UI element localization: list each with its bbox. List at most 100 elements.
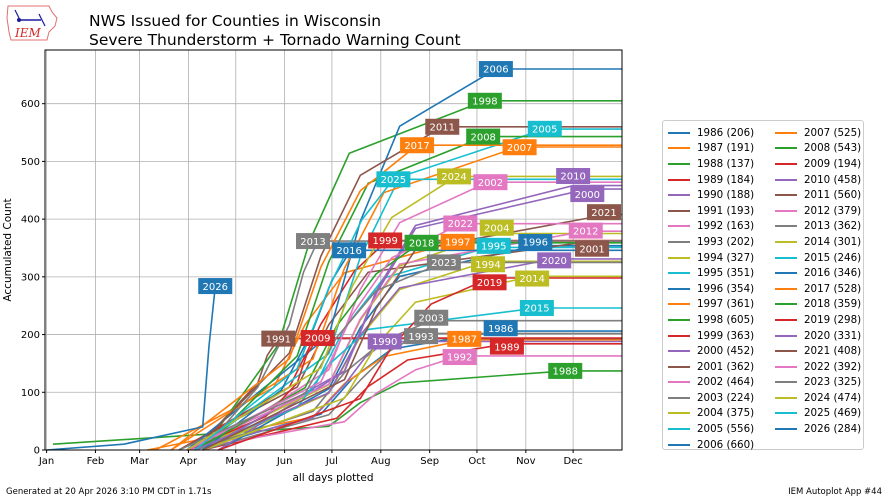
legend-item-1996: 1996 (354) — [668, 281, 754, 297]
legend-item-2001: 2001 (362) — [668, 359, 754, 375]
legend-swatch — [668, 209, 690, 212]
series-label-text: 2009 — [305, 334, 330, 345]
legend-swatch — [668, 350, 690, 353]
series-label-box — [447, 330, 482, 347]
legend-label: 2024 (474) — [804, 391, 862, 404]
series-line-1989 — [202, 343, 622, 451]
series-line-2003 — [194, 319, 622, 451]
legend-swatch — [775, 428, 797, 431]
legend-swatch — [668, 131, 690, 134]
legend-swatch — [668, 147, 690, 150]
series-label-2021: 2021 — [587, 204, 621, 221]
legend-label: 2007 (525) — [804, 126, 862, 139]
series-line-1992 — [186, 355, 622, 451]
legend-swatch — [668, 443, 690, 446]
series-label-box — [527, 120, 562, 137]
series-line-2011 — [194, 126, 622, 451]
series-label-box — [467, 92, 502, 109]
series-label-2009: 2009 — [300, 330, 335, 347]
series-label-box — [261, 330, 296, 347]
legend-label: 2009 (194) — [804, 157, 862, 170]
series-line-1998 — [202, 100, 622, 451]
series-label-box — [400, 137, 435, 154]
series-label-2001: 2001 — [575, 240, 610, 257]
x-tick-label: May — [225, 456, 246, 467]
series-label-box — [425, 118, 460, 135]
series-label-text: 2023 — [431, 258, 456, 269]
series-label-2020: 2020 — [537, 252, 572, 269]
legend-item-1987: 1987 (191) — [668, 141, 754, 157]
legend-label: 2026 (284) — [804, 423, 862, 436]
legend-label: 1993 (202) — [697, 235, 755, 248]
legend-label: 2013 (362) — [804, 220, 862, 233]
legend-swatch — [775, 225, 797, 228]
legend-swatch — [668, 240, 690, 243]
legend-label: 2000 (452) — [697, 345, 755, 358]
series-label-box — [466, 128, 501, 145]
legend-item-1988: 1988 (137) — [668, 156, 754, 172]
series-label-text: 2003 — [419, 313, 444, 324]
series-label-box — [367, 333, 402, 350]
legend-item-2017: 2017 (528) — [775, 281, 861, 297]
series-label-1996: 1996 — [518, 233, 553, 250]
legend-swatch — [668, 412, 690, 415]
x-tick-label: Oct — [468, 456, 485, 467]
legend-item-2022: 2022 (392) — [775, 359, 861, 375]
series-line-1994 — [202, 260, 622, 451]
legend-label: 1986 (206) — [697, 126, 755, 139]
legend-item-1995: 1995 (351) — [668, 265, 754, 281]
series-label-box — [502, 139, 537, 156]
legend-label: 1998 (605) — [697, 313, 755, 326]
series-label-box — [476, 237, 511, 254]
series-label-1995: 1995 — [476, 237, 511, 254]
series-line-2010 — [202, 184, 622, 451]
legend-item-1990: 1990 (188) — [668, 187, 754, 203]
series-label-text: 2006 — [483, 65, 508, 76]
legend-label: 2017 (528) — [804, 282, 862, 295]
x-tick-label: Aug — [371, 456, 391, 467]
y-tick-label: 0 — [34, 446, 40, 457]
series-label-text: 2005 — [532, 125, 557, 136]
series-label-box — [570, 186, 605, 203]
legend-swatch — [668, 365, 690, 368]
legend-label: 2020 (331) — [804, 329, 862, 342]
series-label-text: 2011 — [430, 122, 455, 133]
legend-swatch — [668, 287, 690, 290]
legend-item-1999: 1999 (363) — [668, 328, 754, 344]
legend-swatch — [775, 162, 797, 165]
y-tick-label: 300 — [21, 272, 40, 283]
series-label-box — [470, 256, 505, 273]
legend-item-2024: 2024 (474) — [775, 390, 861, 406]
series-lines — [46, 68, 622, 451]
legend-label: 2018 (359) — [804, 298, 862, 311]
app-id: IEM Autoplot App #44 — [788, 487, 882, 497]
series-label-text: 2025 — [381, 175, 406, 186]
series-label-2006: 2006 — [478, 61, 513, 78]
series-label-text: 2008 — [470, 132, 495, 143]
series-label-text: 2016 — [336, 246, 361, 257]
legend-label: 1988 (137) — [697, 157, 755, 170]
series-labels: 1986 1987 1988 1989 1990 1991 1992 1993 1994 1995… — [198, 61, 621, 379]
legend-swatch — [775, 318, 797, 321]
plot-frame — [44, 49, 623, 451]
legend-label: 1991 (193) — [697, 204, 755, 217]
series-label-box — [426, 254, 461, 271]
series-label-2016: 2016 — [332, 242, 367, 259]
x-tick-label: Dec — [563, 456, 582, 467]
legend-label: 2019 (298) — [804, 313, 862, 326]
legend-swatch — [668, 256, 690, 259]
series-label-box — [518, 233, 553, 250]
legend-label: 1999 (363) — [697, 329, 755, 342]
legend-item-2007: 2007 (525) — [775, 125, 861, 141]
series-label-box — [472, 274, 507, 291]
series-label-2015: 2015 — [519, 300, 554, 317]
series-line-2025 — [194, 178, 622, 451]
series-label-text: 2022 — [448, 219, 473, 230]
series-line-2026 — [46, 286, 217, 451]
legend-swatch — [668, 178, 690, 181]
legend-swatch — [775, 334, 797, 337]
series-label-2000: 2000 — [570, 186, 605, 203]
legend-label: 2005 (556) — [697, 423, 755, 436]
legend-label: 2003 (224) — [697, 391, 755, 404]
